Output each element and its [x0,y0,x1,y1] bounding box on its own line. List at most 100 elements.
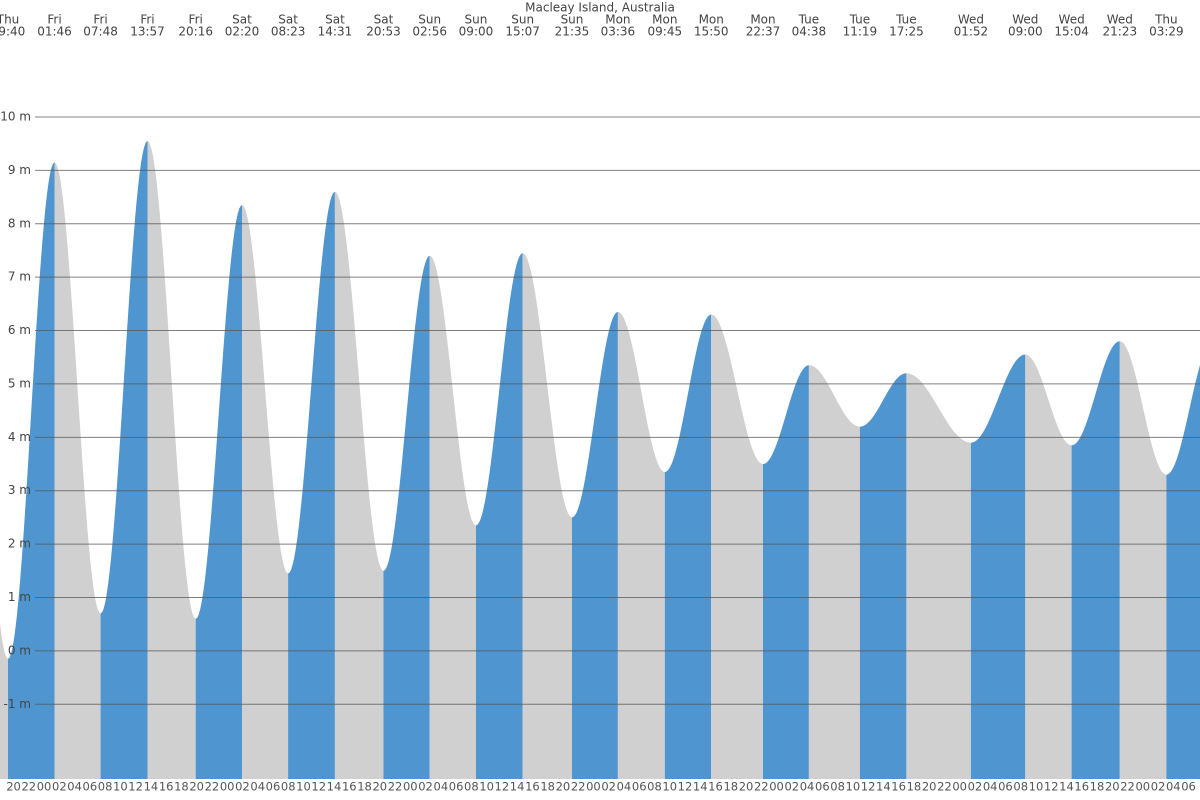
rising-tide [476,253,523,780]
falling-tide [617,311,665,779]
rising-tide [383,255,430,780]
hour-label: 00 [769,780,784,794]
hour-label: 14 [876,780,891,794]
extreme-day: Fri [47,13,61,27]
hour-label: 10 [846,780,861,794]
rising-tide [970,354,1026,779]
hour-label: 08 [830,780,845,794]
hour-label: 12 [678,780,693,794]
extreme-day: Wed [1012,13,1038,27]
hour-label: 06 [632,780,647,794]
hour-label: 22 [388,780,403,794]
hour-label: 18 [723,780,738,794]
hour-label: 22 [21,780,36,794]
y-tick-label: 7 m [8,270,31,284]
hour-label: 00 [220,780,235,794]
hour-label: 20 [556,780,571,794]
hour-label: 02 [968,780,983,794]
hour-label: 08 [647,780,662,794]
y-tick-label: 2 m [8,537,31,551]
hour-label: 08 [98,780,113,794]
extreme-time: 07:48 [83,25,118,39]
extreme-day: Sun [465,13,488,27]
hour-label: 02 [601,780,616,794]
hour-label: 18 [907,780,922,794]
hour-label: 00 [586,780,601,794]
extreme-time: 03:36 [601,25,636,39]
extreme-time: 01:46 [37,25,72,39]
falling-tide [147,141,196,779]
extreme-day: Tue [895,13,917,27]
extreme-day: Wed [1059,13,1085,27]
rising-tide [8,162,55,779]
extreme-day: Sun [561,13,584,27]
hour-label: 12 [1044,780,1059,794]
hour-label: 06 [449,780,464,794]
falling-tide [1119,341,1167,779]
y-tick-label: -1 m [4,697,31,711]
extreme-time: 09:45 [648,25,683,39]
extreme-day: Tue [849,13,871,27]
hour-label: 12 [128,780,143,794]
y-tick-label: 4 m [8,430,31,444]
rising-tide [1071,341,1120,779]
hour-label: 20 [1105,780,1120,794]
hour-label: 04 [250,780,265,794]
falling-tide [906,373,971,779]
hour-label: 02 [784,780,799,794]
extreme-time: 02:56 [412,25,447,39]
extreme-day: Sun [418,13,441,27]
hour-label: 00 [1135,780,1150,794]
falling-tide [522,253,572,780]
hour-label: 20 [6,780,21,794]
extreme-time: 20:53 [366,25,401,39]
hour-label: 00 [403,780,418,794]
hour-label: 00 [952,780,967,794]
y-tick-label: 3 m [8,483,31,497]
extreme-time: 08:23 [271,25,306,39]
extreme-time: 20:16 [178,25,213,39]
hour-label: 16 [708,780,723,794]
hour-label: 14 [144,780,159,794]
extreme-day: Fri [140,13,154,27]
rising-tide [763,365,809,779]
hour-label: 20 [922,780,937,794]
hour-label: 18 [174,780,189,794]
extreme-day: Sat [232,13,252,27]
hour-label: 04 [1166,780,1181,794]
rising-tide [288,191,335,779]
hour-label: 10 [296,780,311,794]
hour-label: 16 [891,780,906,794]
extreme-time: 13:57 [130,25,165,39]
hour-label: 04 [983,780,998,794]
falling-tide [242,205,289,780]
extreme-day: Fri [189,13,203,27]
hour-label: 22 [937,780,952,794]
hour-label: 14 [693,780,708,794]
y-tick-label: 0 m [8,643,31,657]
falling-tide [1025,354,1072,779]
extreme-time: 03:29 [1149,25,1184,39]
extreme-day: Sat [278,13,298,27]
hour-label: 18 [540,780,555,794]
y-tick-label: 1 m [8,590,31,604]
extreme-time: 04:38 [792,25,827,39]
extreme-time: 11:19 [843,25,878,39]
extreme-time: 14:31 [318,25,353,39]
hour-label: 10 [662,780,677,794]
hour-label: 02 [235,780,250,794]
extreme-time: 15:04 [1054,25,1089,39]
extreme-day: Thu [1154,13,1178,27]
extreme-time: 17:25 [889,25,924,39]
hour-label: 20 [739,780,754,794]
extreme-time: 15:07 [505,25,540,39]
hour-label: 22 [1120,780,1135,794]
hour-label: 20 [189,780,204,794]
y-tick-label: 10 m [0,110,31,124]
falling-tide [0,623,8,779]
extreme-time: 15:50 [694,25,729,39]
grid [35,116,1200,705]
extreme-time: 01:52 [954,25,989,39]
extreme-day: Fri [93,13,107,27]
